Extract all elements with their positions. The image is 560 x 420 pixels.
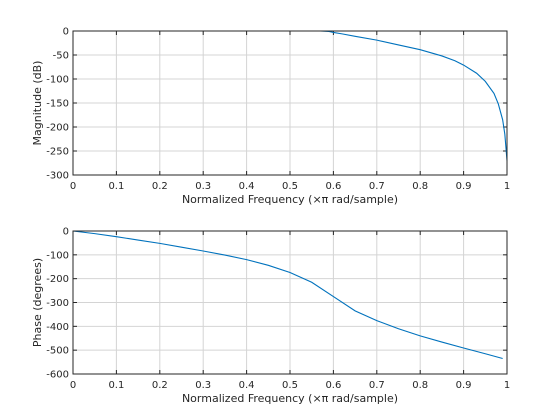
y-tick-label: -50 [53, 51, 69, 62]
chart-panel-2: 0 0.1 0.2 0.3 0.4 0.5 0.6 0.7 0.8 0.9 1 0 -100 -200 -3… [31, 227, 510, 406]
x-tick-label: 0.4 [239, 181, 255, 192]
x-tick-label: 0.4 [239, 380, 255, 391]
x-tick-label: 0.1 [108, 181, 124, 192]
y-tick-label: -200 [46, 274, 69, 285]
x-tick-label: 0.7 [369, 380, 385, 391]
y-tick-label: -300 [46, 298, 69, 309]
y-tick-label: -250 [46, 147, 69, 158]
x-tick-label: 0.5 [282, 181, 298, 192]
x-tick-label: 0.8 [412, 380, 428, 391]
x-tick-label: 0.9 [456, 181, 472, 192]
x-tick-label: 0.3 [195, 380, 211, 391]
x-tick-label: 0.3 [195, 181, 211, 192]
y-tick-label: -100 [46, 250, 69, 261]
y-axis-label: Phase (degrees) [31, 258, 44, 347]
x-tick-label: 0.9 [456, 380, 472, 391]
y-tick-label: -400 [46, 322, 69, 333]
y-tick-label: -100 [46, 75, 69, 86]
y-tick-label: 0 [63, 27, 69, 38]
x-axis-label: Normalized Frequency (×π rad/sample) [182, 193, 398, 206]
x-tick-label: 0.5 [282, 380, 298, 391]
x-tick-label: 0.1 [108, 380, 124, 391]
chart-panel-1: 0 0.1 0.2 0.3 0.4 0.5 0.6 0.7 0.8 0.9 1 0 -50 -100 -15… [31, 27, 510, 207]
x-tick-label: 0.6 [325, 181, 341, 192]
series-line [72, 230, 503, 360]
y-tick-label: -300 [46, 171, 69, 182]
x-tick-label: 0.6 [325, 380, 341, 391]
x-tick-label: 0 [70, 380, 76, 391]
y-tick-label: -600 [46, 370, 69, 381]
x-tick-label: 0.8 [412, 181, 428, 192]
x-tick-label: 0.7 [369, 181, 385, 192]
y-axis-label: Magnitude (dB) [31, 61, 44, 146]
x-axis-label: Normalized Frequency (×π rad/sample) [182, 392, 398, 405]
axes-box [72, 30, 508, 176]
y-tick-label: 0 [63, 227, 69, 238]
y-tick-label: -200 [46, 123, 69, 134]
x-tick-label: 1 [504, 181, 510, 192]
x-tick-label: 0.2 [152, 181, 168, 192]
x-tick-label: 0 [70, 181, 76, 192]
x-tick-label: 0.2 [152, 380, 168, 391]
axes-box [72, 230, 508, 375]
y-tick-label: -150 [46, 99, 69, 110]
x-tick-label: 1 [504, 380, 510, 391]
y-tick-label: -500 [46, 346, 69, 357]
